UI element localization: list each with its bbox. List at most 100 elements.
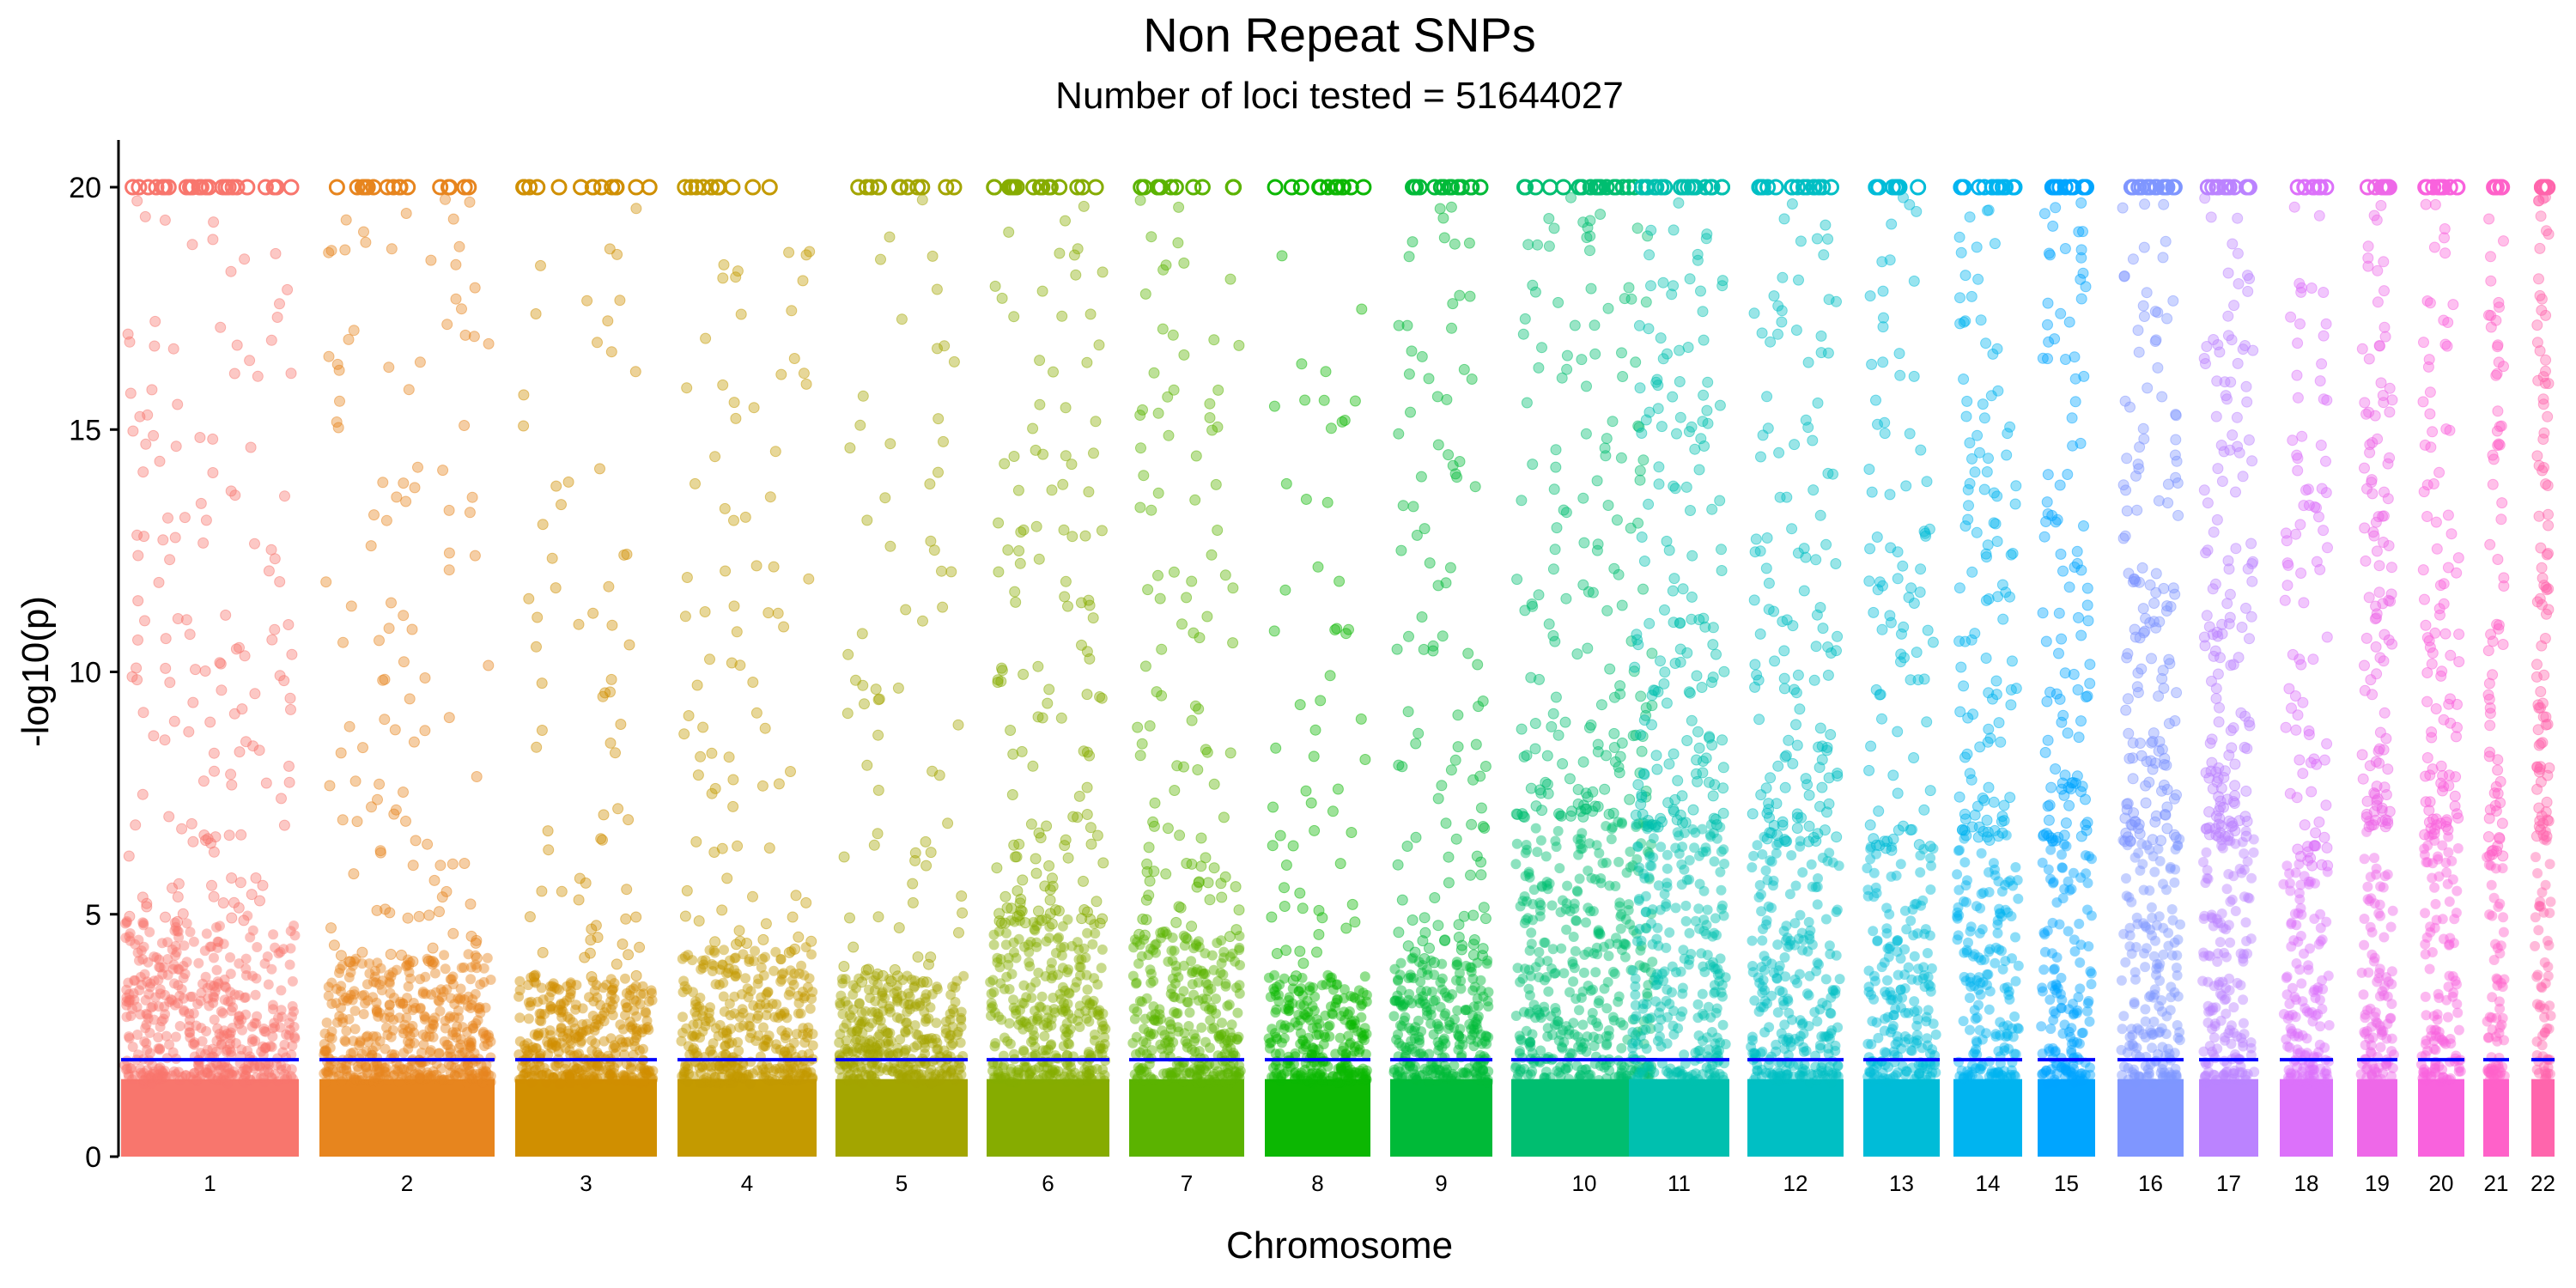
data-point [917, 615, 928, 627]
data-point [240, 1070, 251, 1081]
data-point [137, 917, 149, 928]
data-point [1346, 991, 1356, 1002]
data-point [1139, 288, 1151, 300]
data-point [287, 1000, 298, 1012]
data-point [1300, 494, 1312, 505]
data-point [157, 1071, 168, 1082]
data-point [180, 1070, 191, 1081]
data-point [844, 1075, 855, 1086]
data-point [1148, 367, 1160, 379]
data-point [262, 951, 273, 962]
data-point [1148, 975, 1159, 987]
data-point [1227, 637, 1239, 649]
data-point [226, 1005, 237, 1017]
data-point [1568, 932, 1579, 942]
data-point [1468, 934, 1480, 945]
data-point [415, 1072, 426, 1083]
data-point [1629, 1014, 1640, 1024]
data-point [1510, 1062, 1521, 1073]
data-point [420, 1012, 431, 1023]
data-point [202, 833, 214, 845]
data-point [124, 1033, 135, 1043]
data-point [1530, 823, 1541, 834]
data-point [458, 1068, 469, 1079]
data-point [1179, 1028, 1190, 1039]
data-point [1571, 915, 1582, 927]
data-point [1055, 712, 1067, 724]
data-point [428, 1031, 439, 1042]
data-point [1355, 713, 1367, 725]
data-point [120, 1064, 131, 1075]
data-point [249, 1060, 260, 1072]
data-point [1601, 1003, 1613, 1014]
data-point [1318, 394, 1330, 406]
data-point [125, 928, 136, 939]
data-point [1540, 1066, 1552, 1078]
data-point [1212, 525, 1224, 536]
data-point [453, 993, 464, 1004]
data-point [371, 1005, 382, 1017]
data-point [449, 1070, 460, 1080]
data-point [999, 983, 1010, 994]
data-point [747, 677, 759, 688]
data-point [634, 941, 646, 953]
data-point [870, 683, 882, 696]
data-point [143, 988, 155, 999]
data-point [179, 1005, 190, 1016]
data-point [744, 1032, 756, 1043]
data-point [154, 954, 165, 965]
data-point [518, 389, 530, 401]
data-point [480, 1002, 491, 1013]
data-point [383, 1074, 394, 1085]
data-point [793, 931, 805, 943]
data-point [907, 896, 919, 908]
data-point [343, 972, 355, 983]
data-point [122, 328, 134, 340]
data-point [332, 422, 344, 434]
data-point [1533, 589, 1545, 601]
data-point [1455, 983, 1467, 994]
data-point [1541, 778, 1553, 790]
data-point [325, 922, 337, 934]
data-point [384, 999, 395, 1011]
data-point [1607, 822, 1619, 833]
data-point [1279, 901, 1291, 912]
data-point [785, 986, 796, 997]
data-point [884, 1028, 896, 1038]
data-point [1163, 956, 1174, 967]
data-point [133, 934, 144, 945]
data-point [258, 1041, 268, 1052]
data-point [324, 1061, 334, 1072]
data-point [1711, 833, 1722, 844]
data-point [214, 1065, 224, 1076]
data-point [1202, 1060, 1213, 1072]
data-point [252, 1011, 263, 1022]
data-point [546, 552, 558, 564]
data-point [1541, 750, 1553, 762]
data-point [170, 440, 182, 453]
data-point [219, 994, 230, 1005]
data-point [883, 1061, 894, 1072]
data-point [1716, 987, 1727, 998]
data-point [236, 1044, 247, 1055]
data-point [1339, 415, 1351, 426]
data-point [1232, 1007, 1243, 1018]
data-point [556, 885, 568, 897]
data-point [1187, 968, 1198, 978]
data-point [211, 922, 222, 933]
data-point [424, 1047, 435, 1058]
data-point [805, 935, 817, 947]
data-point [320, 1045, 331, 1055]
data-point [191, 1076, 203, 1086]
data-point [256, 1046, 267, 1057]
data-point [240, 736, 252, 748]
data-point [1524, 990, 1535, 1001]
data-point [189, 1039, 200, 1050]
data-point [757, 933, 769, 945]
data-point [226, 779, 238, 791]
data-point [1059, 591, 1071, 603]
data-point [1338, 1042, 1349, 1053]
data-point [446, 1060, 457, 1072]
data-point [1589, 1041, 1600, 1052]
data-point [404, 967, 415, 978]
